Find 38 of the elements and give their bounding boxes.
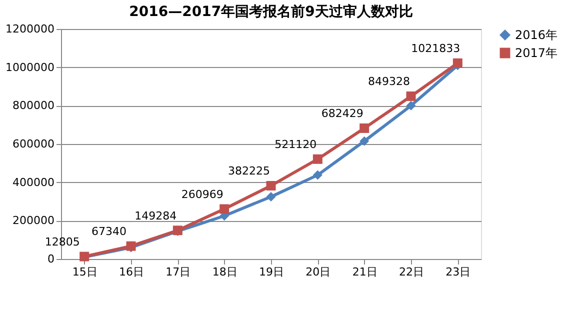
y-tick-label: 600000 <box>12 138 54 150</box>
point <box>452 58 462 68</box>
point <box>360 136 370 146</box>
legend-label: 2017年 <box>515 46 558 60</box>
x-tick-label: 16日 <box>119 266 144 278</box>
y-tick-label: 200000 <box>12 214 54 228</box>
data-label: 382225 <box>228 164 270 178</box>
point <box>360 123 370 133</box>
point <box>312 154 322 164</box>
data-label: 521120 <box>274 138 317 152</box>
data-label: 682429 <box>321 107 364 120</box>
x-tick-label: 21日 <box>352 266 378 278</box>
x-tick-label: 22日 <box>399 266 424 278</box>
data-label: 12805 <box>44 236 80 249</box>
point <box>220 204 230 214</box>
y-tick-label: 800000 <box>12 99 54 112</box>
y-tick-label: 1000000 <box>6 60 54 74</box>
point <box>266 192 276 202</box>
x-tick-label: 19日 <box>259 266 284 278</box>
data-label: 1021833 <box>411 42 460 56</box>
point <box>266 180 276 190</box>
x-tick-label: 15日 <box>72 266 98 278</box>
y-tick-label: 1200000 <box>6 22 54 36</box>
data-label: 67340 <box>92 225 126 238</box>
point <box>406 100 416 110</box>
chart-title: 2016—2017年国考报名前9天过审人数对比 <box>129 3 413 20</box>
legend-label: 2016年 <box>515 28 558 42</box>
data-label: 260969 <box>181 188 224 201</box>
point <box>406 91 416 101</box>
data-label: 149284 <box>134 209 177 222</box>
x-tick-label: 20日 <box>306 266 331 278</box>
y-tick-label: 0 <box>48 252 54 266</box>
x-tick-label: 23日 <box>446 266 471 278</box>
point <box>312 170 322 180</box>
x-tick-label: 17日 <box>166 266 191 278</box>
x-tick-label: 18日 <box>212 266 238 278</box>
y-tick-label: 400000 <box>12 176 54 189</box>
data-label: 849328 <box>368 75 410 88</box>
